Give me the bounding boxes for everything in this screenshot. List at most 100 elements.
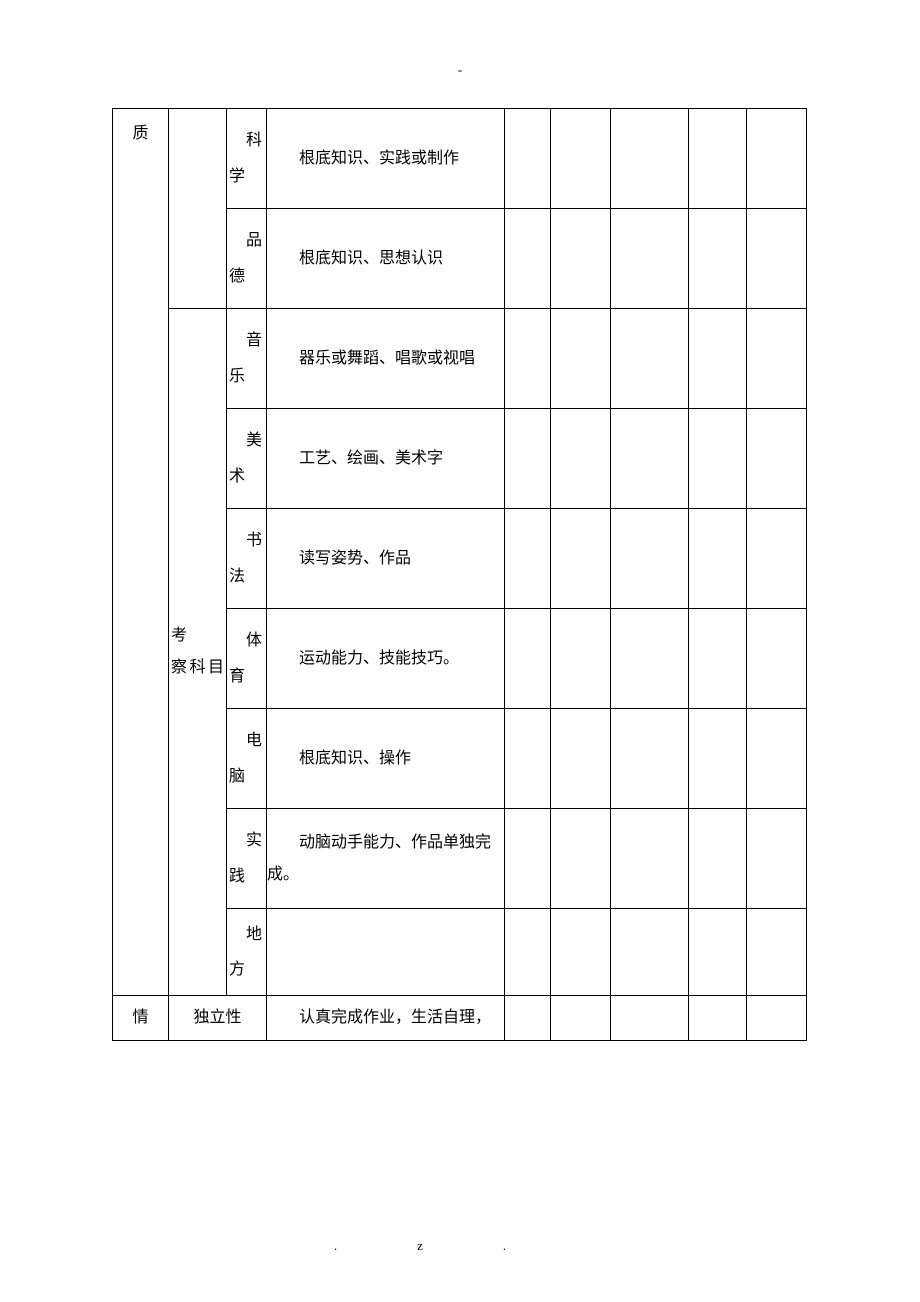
score-cell: [611, 309, 689, 409]
score-cell: [505, 909, 551, 996]
score-cell: [551, 909, 611, 996]
score-cell: [551, 409, 611, 509]
score-cell: [689, 509, 747, 609]
score-cell: [505, 109, 551, 209]
description-cell: 认真完成作业，生活自理，: [267, 996, 505, 1041]
score-cell: [689, 996, 747, 1041]
score-cell: [611, 809, 689, 909]
score-cell: [551, 109, 611, 209]
subject-cell: 地 方: [227, 909, 267, 996]
category-cell-emotion: 情: [113, 996, 169, 1041]
score-cell: [505, 309, 551, 409]
score-cell: [551, 209, 611, 309]
group-line2: 察科目: [171, 652, 224, 684]
subject-cell: 电 脑: [227, 709, 267, 809]
score-cell: [747, 409, 807, 509]
subject-char1: 科: [229, 123, 264, 158]
subject-char2: 术: [229, 459, 264, 494]
score-cell: [689, 609, 747, 709]
score-cell: [689, 909, 747, 996]
score-cell: [551, 809, 611, 909]
subject-char1: 电: [229, 723, 264, 758]
score-cell: [611, 909, 689, 996]
group-cell-assess: 考 察科目: [169, 309, 227, 996]
subject-char2: 方: [229, 952, 264, 987]
description-cell: 动脑动手能力、作品单独完成。: [267, 809, 505, 909]
score-cell: [551, 609, 611, 709]
subject-cell: 美 术: [227, 409, 267, 509]
score-cell: [505, 709, 551, 809]
subject-char2: 乐: [229, 359, 264, 394]
score-cell: [611, 209, 689, 309]
score-cell: [611, 709, 689, 809]
score-cell: [505, 809, 551, 909]
page-header-mark: -: [0, 62, 920, 78]
score-cell: [505, 409, 551, 509]
score-cell: [689, 209, 747, 309]
score-cell: [505, 996, 551, 1041]
score-cell: [747, 509, 807, 609]
description-cell: [267, 909, 505, 996]
description-cell: 根底知识、操作: [267, 709, 505, 809]
score-cell: [747, 809, 807, 909]
subject-cell: 书 法: [227, 509, 267, 609]
subject-char2: 践: [229, 859, 264, 894]
score-cell: [611, 409, 689, 509]
subject-char2: 脑: [229, 759, 264, 794]
score-cell: [505, 209, 551, 309]
description-cell: 运动能力、技能技巧。: [267, 609, 505, 709]
subject-cell: 实 践: [227, 809, 267, 909]
score-cell: [611, 509, 689, 609]
score-cell: [689, 309, 747, 409]
subject-cell: 体 育: [227, 609, 267, 709]
group-cell-blank: [169, 109, 227, 309]
score-cell: [747, 109, 807, 209]
subject-char2: 育: [229, 659, 264, 694]
score-cell: [551, 709, 611, 809]
score-cell: [747, 309, 807, 409]
description-cell: 根底知识、实践或制作: [267, 109, 505, 209]
evaluation-table-container: 质 科 学 根底知识、实践或制作 品: [112, 108, 806, 1041]
score-cell: [611, 109, 689, 209]
subject-cell: 音 乐: [227, 309, 267, 409]
description-cell: 读写姿势、作品: [267, 509, 505, 609]
score-cell: [747, 996, 807, 1041]
group-cell-independence: 独立性: [169, 996, 267, 1041]
score-cell: [505, 509, 551, 609]
score-cell: [689, 409, 747, 509]
score-cell: [551, 996, 611, 1041]
score-cell: [689, 809, 747, 909]
score-cell: [551, 309, 611, 409]
table-row: 考 察科目 音 乐 器乐或舞蹈、唱歌或视唱: [113, 309, 807, 409]
subject-char1: 实: [229, 823, 264, 858]
score-cell: [747, 609, 807, 709]
score-cell: [611, 996, 689, 1041]
score-cell: [689, 109, 747, 209]
score-cell: [747, 209, 807, 309]
subject-char1: 体: [229, 623, 264, 658]
subject-char2: 德: [229, 259, 264, 294]
score-cell: [689, 709, 747, 809]
subject-char1: 音: [229, 323, 264, 358]
score-cell: [747, 909, 807, 996]
subject-char1: 书: [229, 523, 264, 558]
page-footer-mark: .z.: [0, 1238, 920, 1254]
subject-char2: 法: [229, 559, 264, 594]
subject-char2: 学: [229, 159, 264, 194]
description-cell: 器乐或舞蹈、唱歌或视唱: [267, 309, 505, 409]
evaluation-table: 质 科 学 根底知识、实践或制作 品: [112, 108, 807, 1041]
description-cell: 根底知识、思想认识: [267, 209, 505, 309]
score-cell: [611, 609, 689, 709]
subject-char1: 品: [229, 223, 264, 258]
subject-char1: 地: [229, 917, 264, 952]
description-cell: 工艺、绘画、美术字: [267, 409, 505, 509]
score-cell: [551, 509, 611, 609]
table-row: 质 科 学 根底知识、实践或制作: [113, 109, 807, 209]
subject-cell: 科 学: [227, 109, 267, 209]
subject-cell: 品 德: [227, 209, 267, 309]
subject-char1: 美: [229, 423, 264, 458]
group-line1: 考: [171, 620, 224, 652]
score-cell: [747, 709, 807, 809]
category-cell-quality: 质: [113, 109, 169, 996]
table-row: 情 独立性 认真完成作业，生活自理，: [113, 996, 807, 1041]
